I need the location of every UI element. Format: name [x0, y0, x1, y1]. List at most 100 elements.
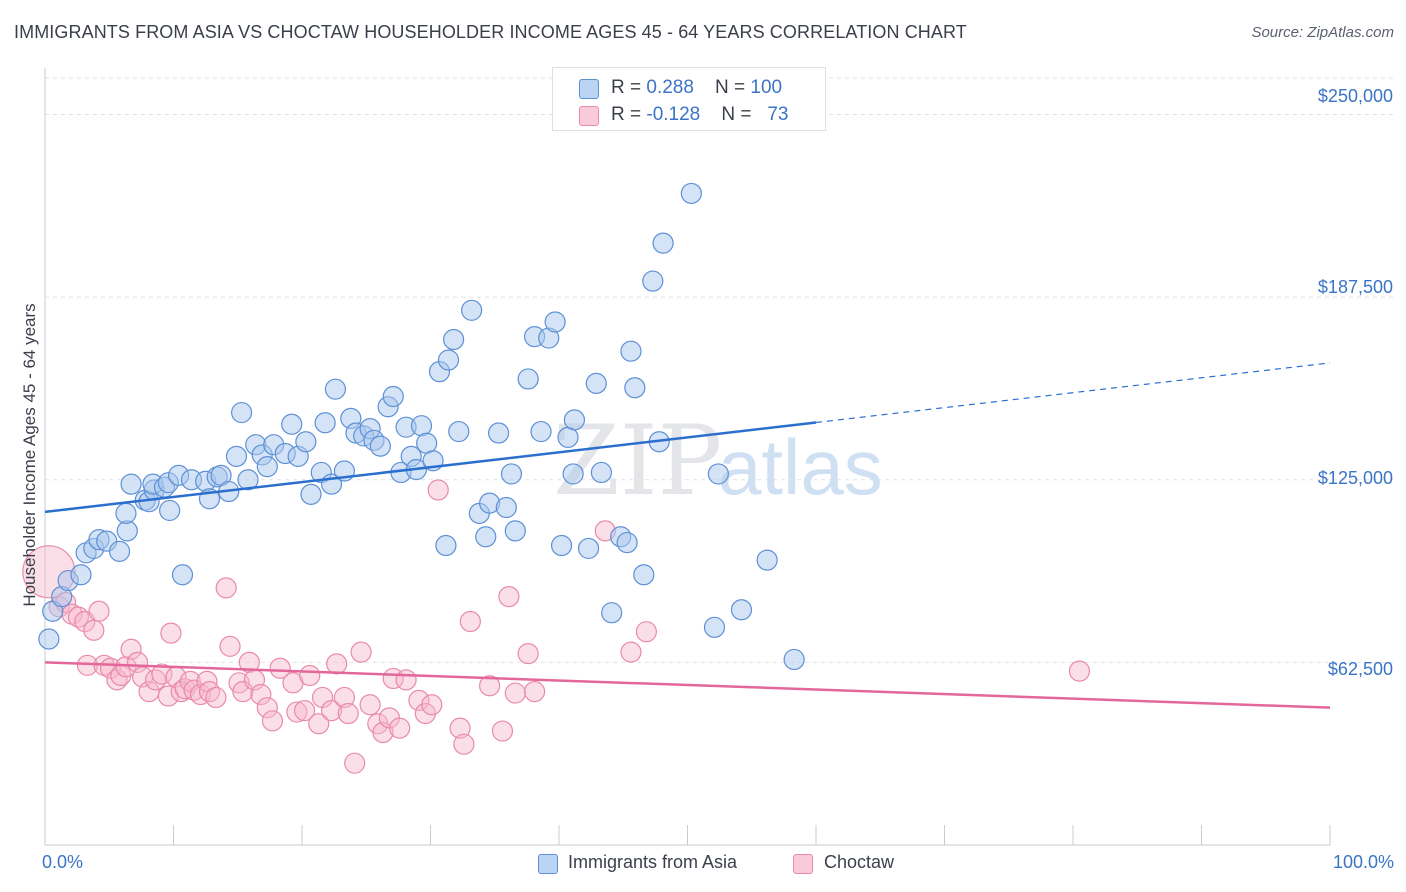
chart-title: IMMIGRANTS FROM ASIA VS CHOCTAW HOUSEHOL…: [14, 22, 967, 42]
y-tick-label-187500: $187,500: [1317, 277, 1393, 297]
choctaw-point-66: [459, 610, 481, 633]
watermark: ZIP atlas: [553, 405, 883, 517]
x-tick-label-right: 100.0%: [1332, 852, 1394, 872]
asia-point-88: [620, 340, 642, 362]
choctaw-point-65: [453, 733, 475, 755]
asia-point-78: [550, 534, 573, 557]
choctaw-point-18: [144, 669, 167, 691]
choctaw-point-53: [359, 694, 381, 716]
choctaw-point-38: [256, 697, 278, 719]
asia-point-62: [443, 328, 465, 351]
gridlines: [45, 77, 1395, 663]
choctaw-swatch: [579, 106, 599, 126]
asia-trend-line: [44, 421, 817, 514]
legend-choctaw-swatch: [793, 854, 813, 874]
choctaw-point-29: [198, 680, 221, 703]
choctaw-point-67: [479, 675, 501, 697]
choctaw-point-75: [635, 621, 657, 643]
asia-point-67: [475, 526, 497, 548]
watermark-atlas: atlas: [718, 423, 883, 511]
asia-point-12: [120, 473, 142, 495]
choctaw-point-34: [232, 680, 254, 703]
choctaw-point-68: [491, 720, 514, 742]
asia-point-73: [517, 368, 539, 390]
asia-point-83: [585, 372, 607, 394]
asia-point-10: [116, 520, 138, 542]
choctaw-point-64: [449, 717, 471, 739]
asia-point-52: [382, 385, 404, 408]
stats-legend-text-asia: R = 0.288 N = 100: [611, 77, 783, 98]
legend-asia-label: Immigrants from Asia: [568, 852, 738, 872]
asia-point-77: [544, 311, 566, 333]
asia-point-90: [633, 564, 655, 586]
asia-point-99: [783, 648, 805, 671]
choctaw-point-7: [83, 619, 105, 641]
choctaw-point-31: [215, 577, 237, 599]
choctaw-point-71: [517, 643, 539, 665]
series-legend: Immigrants from Asia Choctaw: [0, 852, 1406, 876]
asia-point-96: [707, 463, 729, 485]
choctaw-point-37: [250, 683, 272, 706]
asia-point-11: [115, 502, 137, 524]
asia-point-43: [324, 378, 347, 400]
asia-point-36: [281, 413, 303, 435]
choctaw-point-49: [333, 686, 356, 709]
choctaw-point-48: [326, 653, 348, 675]
choctaw-point-60: [408, 689, 430, 711]
stats-legend-text-choctaw: R = -0.128 N = 73: [611, 104, 789, 125]
choctaw-point-52: [350, 641, 372, 663]
choctaw-point-63: [427, 479, 449, 501]
legend-asia-swatch: [538, 854, 558, 874]
choctaw-point-76: [1068, 660, 1091, 682]
choctaw-point-14: [120, 638, 142, 660]
asia-point-65: [461, 299, 483, 321]
asia-point-84: [590, 461, 613, 484]
asia-point-28: [225, 445, 248, 467]
choctaw-point-62: [421, 694, 443, 716]
y-axis-label: Householder Income Ages 45 - 64 years: [20, 303, 39, 607]
asia-point-93: [652, 232, 674, 254]
source-credit: Source: ZipAtlas.com: [1251, 24, 1394, 41]
asia-point-72: [504, 520, 526, 542]
asia-point-0: [38, 628, 60, 650]
choctaw-point-35: [238, 651, 260, 673]
choctaw-point-10: [99, 657, 122, 679]
choctaw-point-8: [88, 600, 110, 622]
y-tick-label-250000: $250,000: [1317, 86, 1393, 106]
stats-legend-row-asia: R = 0.288 N = 100: [553, 76, 825, 102]
choctaw-point-70: [504, 682, 526, 704]
choctaw-point-74: [620, 641, 642, 663]
asia-point-98: [756, 549, 778, 571]
asia-point-80: [563, 409, 586, 431]
y-tick-label-62500: $62,500: [1327, 659, 1393, 679]
choctaw-point-59: [395, 669, 417, 691]
asia-point-87: [616, 531, 638, 554]
y-tick-label-125000: $125,000: [1317, 468, 1393, 488]
choctaw-point-47: [320, 699, 343, 722]
asia-points: [38, 182, 805, 671]
choctaw-point-51: [344, 752, 366, 774]
asia-point-29: [231, 401, 253, 424]
legend-choctaw-label: Choctaw: [824, 852, 895, 872]
asia-point-71: [500, 463, 523, 485]
choctaw-point-69: [498, 586, 520, 608]
choctaw-point-19: [151, 663, 173, 685]
choctaw-point-50: [337, 702, 359, 725]
asia-point-95: [703, 616, 726, 638]
asia-trend-extension: [815, 362, 1331, 424]
stats-legend: R = 0.288 N = 100 R = -0.128 N = 73: [552, 67, 826, 131]
choctaw-points: [22, 479, 1091, 774]
asia-point-39: [300, 483, 322, 505]
choctaw-point-43: [293, 699, 316, 722]
asia-point-33: [256, 456, 278, 478]
asia-point-91: [642, 270, 664, 292]
trend-lines: [44, 362, 1331, 709]
asia-point-97: [730, 599, 753, 621]
stats-legend-row-choctaw: R = -0.128 N = 73: [553, 103, 825, 129]
choctaw-point-40: [269, 657, 291, 679]
asia-point-70: [495, 496, 517, 519]
asia-point-85: [601, 602, 623, 624]
choctaw-point-72: [523, 680, 546, 703]
asia-point-82: [577, 537, 600, 560]
